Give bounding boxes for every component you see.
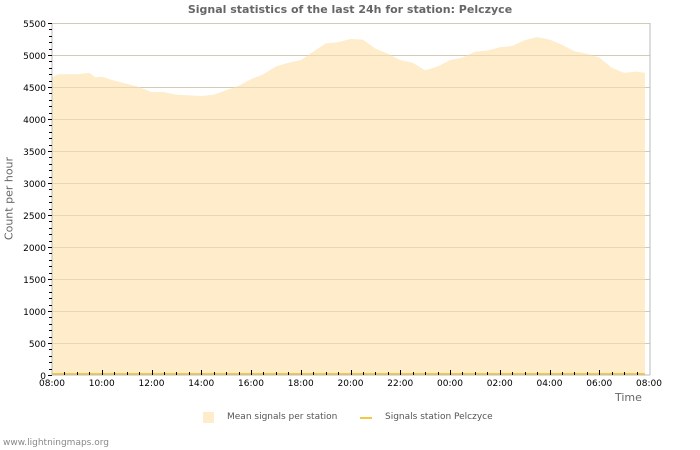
svg-text:3000: 3000: [23, 180, 46, 190]
svg-text:16:00: 16:00: [238, 379, 264, 389]
legend-station-label: Signals station Pelczyce: [385, 412, 493, 422]
svg-text:12:00: 12:00: [139, 379, 165, 389]
svg-text:20:00: 20:00: [338, 379, 364, 389]
gridlines-overlay: [52, 23, 650, 344]
svg-text:4500: 4500: [23, 84, 46, 94]
legend: Mean signals per station Signals station…: [0, 411, 700, 427]
footer-link[interactable]: www.lightningmaps.org: [3, 438, 109, 448]
svg-text:02:00: 02:00: [487, 379, 513, 389]
svg-text:0: 0: [40, 372, 46, 382]
x-axis-ticks: 08:00 10:00 12:00 14:00 16:00 18:00 20:00 22:00…: [39, 370, 662, 389]
svg-text:06:00: 06:00: [586, 379, 612, 389]
svg-text:2000: 2000: [23, 244, 46, 254]
svg-text:3500: 3500: [23, 148, 46, 158]
chart-plot: 0 500 1000 1500 2000 2500 3000 3500 4000 4500 5000…: [23, 20, 662, 389]
svg-text:1500: 1500: [23, 276, 46, 286]
svg-text:500: 500: [29, 340, 46, 350]
svg-text:08:00: 08:00: [636, 379, 662, 389]
svg-text:10:00: 10:00: [89, 379, 115, 389]
legend-mean-label: Mean signals per station: [227, 412, 338, 422]
svg-text:14:00: 14:00: [188, 379, 214, 389]
mean-signals-area: [52, 37, 645, 375]
svg-text:2500: 2500: [23, 212, 46, 222]
svg-text:1000: 1000: [23, 308, 46, 318]
svg-text:08:00: 08:00: [39, 379, 65, 389]
chart-title: Signal statistics of the last 24h for st…: [187, 3, 513, 16]
svg-text:5000: 5000: [23, 52, 46, 62]
svg-text:04:00: 04:00: [537, 379, 563, 389]
svg-text:22:00: 22:00: [387, 379, 413, 389]
svg-text:4000: 4000: [23, 116, 46, 126]
y-axis-ticks: 0 500 1000 1500 2000 2500 3000 3500 4000 4500 5000…: [23, 20, 52, 382]
station-signals-line-icon: [360, 417, 372, 419]
mean-signals-swatch-icon: [203, 412, 214, 423]
x-axis-label: Time: [615, 391, 642, 404]
svg-text:18:00: 18:00: [288, 379, 314, 389]
svg-text:5500: 5500: [23, 20, 46, 30]
svg-text:00:00: 00:00: [437, 379, 463, 389]
